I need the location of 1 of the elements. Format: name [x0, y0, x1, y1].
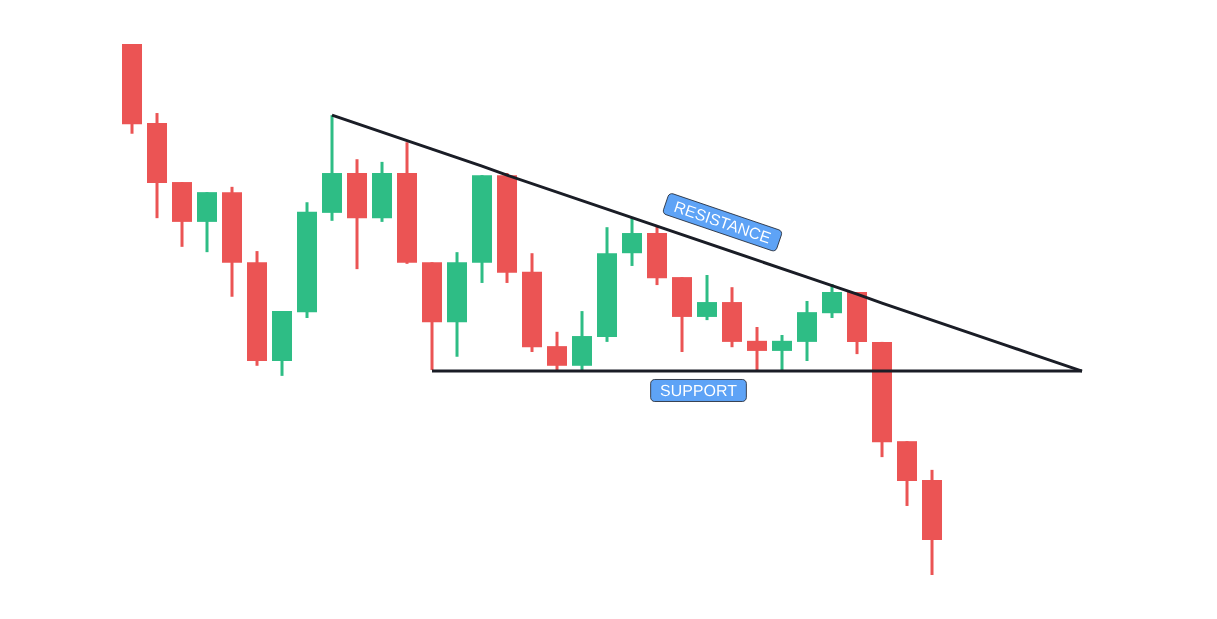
annotation: SUPPORT [660, 384, 737, 397]
